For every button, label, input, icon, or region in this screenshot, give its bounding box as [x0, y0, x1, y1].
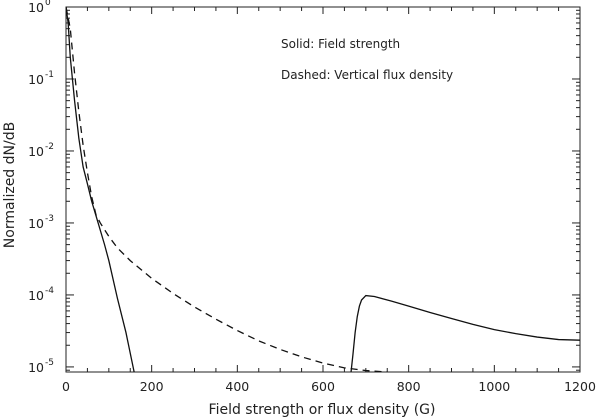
x-tick-label: 1000 — [478, 379, 510, 394]
solid-series-line-0 — [66, 7, 135, 372]
y-tick-label: 10 — [28, 288, 44, 303]
x-axis-title: Field strength or flux density (G) — [209, 402, 436, 418]
x-tick-label: 800 — [397, 379, 421, 394]
x-tick-label: 400 — [225, 379, 249, 394]
y-tick-label: 10 — [28, 0, 44, 15]
annotation-dashed: Dashed: Vertical flux density — [281, 68, 453, 82]
solid-series-line-1 — [350, 294, 580, 372]
annotation-solid: Solid: Field strength — [281, 37, 400, 51]
y-tick-exponent: -5 — [45, 358, 54, 368]
y-tick-label: 10 — [28, 360, 44, 375]
y-tick-label: 10 — [28, 144, 44, 159]
x-tick-label: 200 — [140, 379, 164, 394]
y-tick-exponent: 0 — [45, 0, 51, 8]
series-group — [66, 7, 580, 372]
x-tick-label: 0 — [62, 379, 70, 394]
y-tick-exponent: -2 — [45, 142, 54, 152]
y-tick-label: 10 — [28, 216, 44, 231]
y-tick-exponent: -3 — [45, 214, 54, 224]
y-tick-exponent: -4 — [45, 286, 54, 296]
y-tick-label: 10 — [28, 72, 44, 87]
plot-frame — [65, 6, 581, 373]
x-tick-label: 1200 — [564, 379, 596, 394]
plot-border — [65, 6, 581, 373]
x-tick-label: 600 — [311, 379, 335, 394]
dashed-series-line-0 — [66, 7, 388, 372]
y-axis-title: Normalized dN/dB — [2, 122, 18, 248]
y-tick-exponent: -1 — [45, 70, 54, 80]
